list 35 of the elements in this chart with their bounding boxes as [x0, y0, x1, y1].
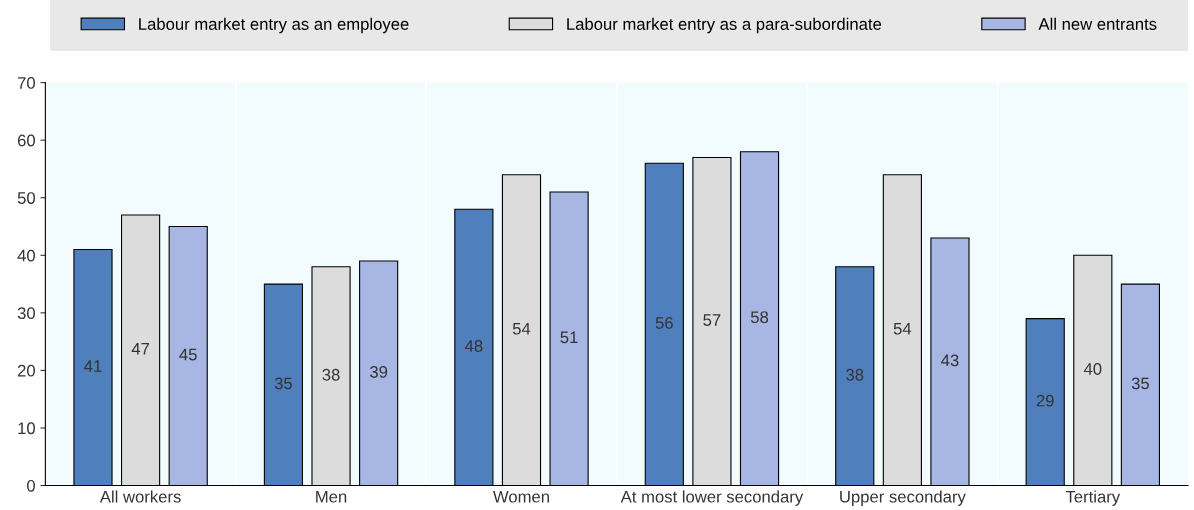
data-label: 40 — [1083, 363, 1102, 375]
data-label: 35 — [274, 377, 292, 390]
data-label: 48 — [464, 340, 483, 352]
y-tick-label: 40 — [17, 249, 35, 262]
data-label: 41 — [84, 360, 102, 372]
data-label: 56 — [655, 317, 673, 329]
y-tick-label: 60 — [17, 134, 35, 147]
x-tick-label: Upper secondary — [840, 490, 966, 506]
x-tick-label: Women — [492, 490, 549, 503]
data-label: 45 — [179, 348, 197, 361]
data-label: 29 — [1036, 394, 1054, 407]
data-label: 58 — [750, 311, 769, 324]
x-tick-label: Tertiary — [1065, 490, 1121, 506]
data-label: 54 — [512, 322, 531, 335]
data-label: 51 — [560, 331, 578, 344]
y-tick-label: 10 — [18, 422, 35, 435]
x-tick-label: Men — [316, 490, 347, 503]
x-tick-label: All workers — [99, 490, 181, 503]
data-label: 38 — [846, 368, 864, 381]
data-label: 54 — [893, 322, 912, 335]
y-tick-label: 30 — [17, 307, 35, 320]
data-label: 35 — [1131, 377, 1149, 390]
data-label: 39 — [370, 365, 388, 378]
x-tick-label: At most lower secondary — [620, 490, 804, 506]
y-tick-label: 50 — [17, 192, 35, 204]
legend-label: Labour market entry as an employee — [139, 17, 409, 34]
legend-label: All new entrants — [1038, 17, 1157, 30]
data-label: 38 — [322, 368, 340, 381]
y-tick-label: 70 — [17, 77, 35, 89]
data-label: 47 — [131, 343, 150, 355]
y-tick-label: 20 — [17, 364, 35, 377]
y-tick-label: 0 — [27, 479, 35, 492]
legend-label: Labour market entry as a para-subordinate — [567, 17, 882, 34]
data-label: 57 — [703, 314, 721, 326]
data-label: 43 — [941, 354, 959, 367]
